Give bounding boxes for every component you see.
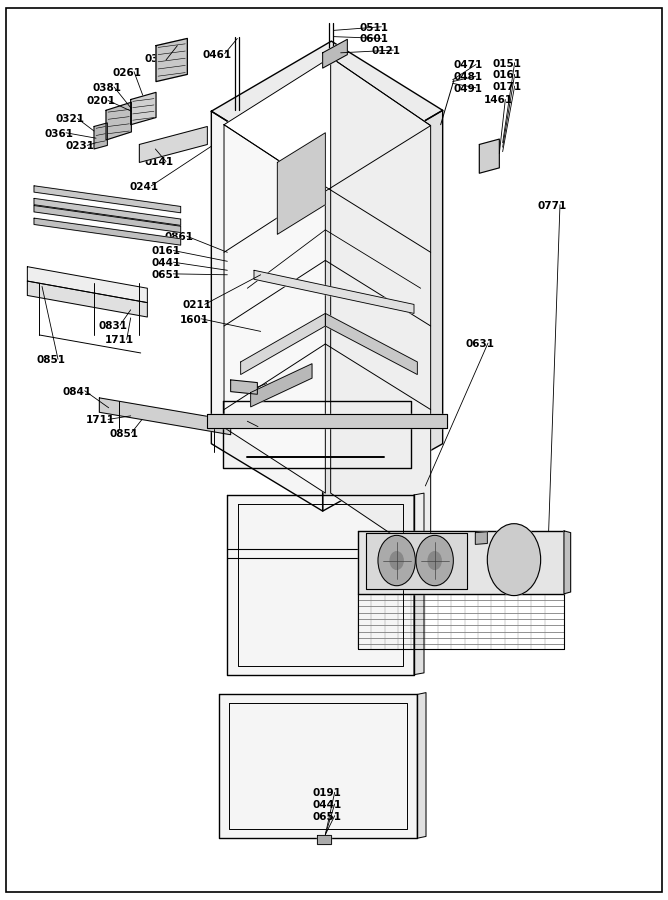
Polygon shape xyxy=(358,531,564,594)
Polygon shape xyxy=(94,123,108,149)
Text: 0331: 0331 xyxy=(144,54,173,64)
Text: 0261: 0261 xyxy=(113,68,142,77)
Polygon shape xyxy=(323,111,443,511)
Polygon shape xyxy=(27,281,148,317)
Text: 0401: 0401 xyxy=(236,422,265,433)
Text: 0231: 0231 xyxy=(65,141,94,151)
Circle shape xyxy=(378,536,415,586)
Polygon shape xyxy=(331,58,431,561)
Polygon shape xyxy=(277,133,325,234)
Polygon shape xyxy=(100,398,230,435)
Circle shape xyxy=(416,536,454,586)
Polygon shape xyxy=(211,112,323,511)
Polygon shape xyxy=(414,493,424,675)
Polygon shape xyxy=(106,103,132,140)
Text: 0491: 0491 xyxy=(454,84,483,94)
Text: 0121: 0121 xyxy=(371,46,400,56)
Polygon shape xyxy=(156,39,187,82)
Text: 0141: 0141 xyxy=(144,158,173,167)
Text: 1711: 1711 xyxy=(105,336,134,346)
Polygon shape xyxy=(240,313,325,374)
Polygon shape xyxy=(317,834,331,843)
Text: 0861: 0861 xyxy=(165,232,194,242)
Circle shape xyxy=(390,552,403,570)
Text: 0771: 0771 xyxy=(538,201,567,211)
Text: 0631: 0631 xyxy=(466,339,495,349)
Text: 0441: 0441 xyxy=(313,800,342,810)
Text: 0161: 0161 xyxy=(493,70,522,80)
Circle shape xyxy=(428,552,441,570)
Text: 0321: 0321 xyxy=(55,114,84,124)
Polygon shape xyxy=(227,495,414,675)
Text: 1461: 1461 xyxy=(484,95,512,105)
Polygon shape xyxy=(224,125,325,493)
Text: 0831: 0831 xyxy=(98,321,127,331)
Text: 0471: 0471 xyxy=(454,60,483,70)
Text: 0651: 0651 xyxy=(152,270,180,280)
Polygon shape xyxy=(211,41,443,180)
Polygon shape xyxy=(140,127,207,162)
Text: 1711: 1711 xyxy=(86,415,115,426)
Text: 0801: 0801 xyxy=(244,380,274,390)
Text: 0461: 0461 xyxy=(202,50,232,59)
Text: 0651: 0651 xyxy=(313,812,341,822)
Polygon shape xyxy=(34,185,180,212)
Polygon shape xyxy=(476,532,488,544)
Polygon shape xyxy=(131,93,156,125)
Text: 0481: 0481 xyxy=(454,72,483,82)
Polygon shape xyxy=(223,400,411,468)
Polygon shape xyxy=(366,533,468,590)
Text: 0841: 0841 xyxy=(63,387,92,397)
Text: 0441: 0441 xyxy=(152,258,180,268)
Text: 0211: 0211 xyxy=(182,301,212,310)
Polygon shape xyxy=(219,695,418,838)
Circle shape xyxy=(488,524,540,596)
Polygon shape xyxy=(480,140,499,173)
Polygon shape xyxy=(254,270,414,313)
Text: 0511: 0511 xyxy=(359,22,388,32)
Text: 0161: 0161 xyxy=(152,247,180,256)
Polygon shape xyxy=(325,313,418,374)
Polygon shape xyxy=(250,364,312,407)
Polygon shape xyxy=(564,531,570,594)
Polygon shape xyxy=(323,40,347,68)
Polygon shape xyxy=(34,205,180,232)
Text: 1601: 1601 xyxy=(179,315,208,325)
Text: 0151: 0151 xyxy=(493,58,522,68)
Polygon shape xyxy=(34,198,180,225)
Polygon shape xyxy=(207,414,448,427)
Text: 0361: 0361 xyxy=(44,129,73,139)
Text: 0241: 0241 xyxy=(130,182,158,192)
Text: 0201: 0201 xyxy=(86,96,115,106)
Polygon shape xyxy=(230,380,257,394)
Text: 0851: 0851 xyxy=(110,428,138,439)
Polygon shape xyxy=(224,58,431,191)
Text: 0601: 0601 xyxy=(359,34,388,44)
Text: 0191: 0191 xyxy=(313,788,341,798)
Polygon shape xyxy=(418,693,426,838)
Text: 0851: 0851 xyxy=(36,356,65,365)
Polygon shape xyxy=(27,266,148,302)
Text: 0171: 0171 xyxy=(493,82,522,92)
Polygon shape xyxy=(34,218,180,245)
Text: 0381: 0381 xyxy=(92,83,121,93)
